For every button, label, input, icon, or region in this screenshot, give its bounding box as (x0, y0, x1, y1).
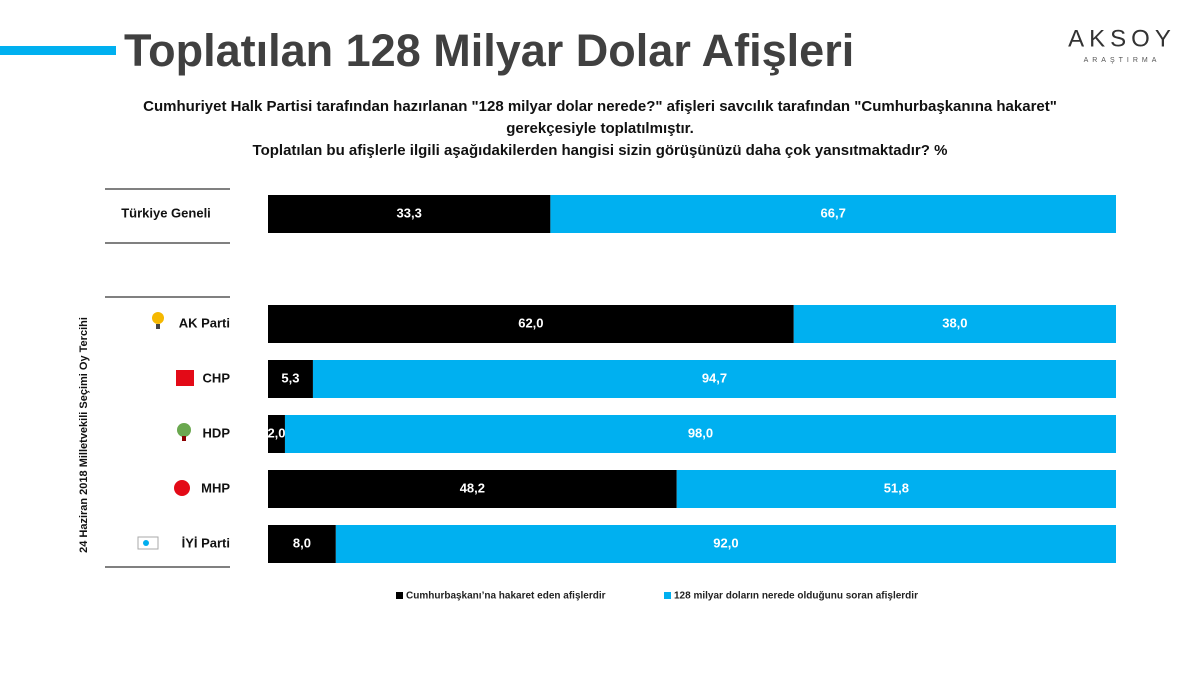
bar-segment (268, 470, 677, 508)
brand: AKSOY (1068, 25, 1176, 52)
value-label: 98,0 (688, 425, 713, 440)
group-label: 24 Haziran 2018 Milletvekili Seçimi Oy T… (78, 317, 90, 553)
value-label: 94,7 (702, 370, 727, 385)
chart-title: Toplatılan 128 Milyar Dolar Afişleri (124, 25, 854, 76)
subtitle: Toplatılan bu afişlerle ilgili aşağıdaki… (253, 142, 948, 159)
category-label: MHP (201, 480, 230, 495)
title-accent (0, 46, 116, 55)
value-label: 62,0 (518, 315, 543, 330)
subtitle: gerekçesiyle toplatılmıştır. (506, 120, 694, 137)
separators (105, 188, 230, 568)
value-label: 38,0 (942, 315, 967, 330)
bar-segment (268, 525, 336, 563)
brand-sub: ARAŞTIRMA (1084, 57, 1161, 64)
bar-segment (268, 305, 794, 343)
bar-segment (550, 195, 1116, 233)
party-icons (137, 312, 194, 550)
value-label: 92,0 (713, 535, 738, 550)
category-label: CHP (203, 370, 231, 385)
bar-segment (268, 415, 285, 453)
bar-segment (793, 305, 1116, 343)
bar-segment (268, 195, 551, 233)
value-label: 5,3 (281, 370, 299, 385)
category-label: Türkiye Geneli (121, 205, 211, 220)
value-label: 2,0 (267, 425, 285, 440)
bar-segment (284, 415, 1117, 453)
value-label: 48,2 (460, 480, 485, 495)
category-label: AK Parti (179, 315, 230, 330)
category-label: İYİ Parti (182, 535, 230, 550)
legend-label: Cumhurbaşkanı’na hakaret eden afişlerdir (406, 591, 606, 602)
legend-swatch (664, 592, 671, 599)
legend-label: 128 milyar doların nerede olduğunu soran… (674, 591, 918, 602)
bar-segment (268, 360, 313, 398)
subtitle: Cumhuriyet Halk Partisi tarafından hazır… (143, 98, 1057, 115)
value-label: 33,3 (397, 205, 422, 220)
category-label: HDP (203, 425, 231, 440)
value-label: 51,8 (884, 480, 909, 495)
legend-swatch (396, 592, 403, 599)
bar-segment (676, 470, 1116, 508)
bar-segment (312, 360, 1117, 398)
bar-segment (335, 525, 1117, 563)
value-label: 66,7 (821, 205, 846, 220)
value-label: 8,0 (293, 535, 311, 550)
